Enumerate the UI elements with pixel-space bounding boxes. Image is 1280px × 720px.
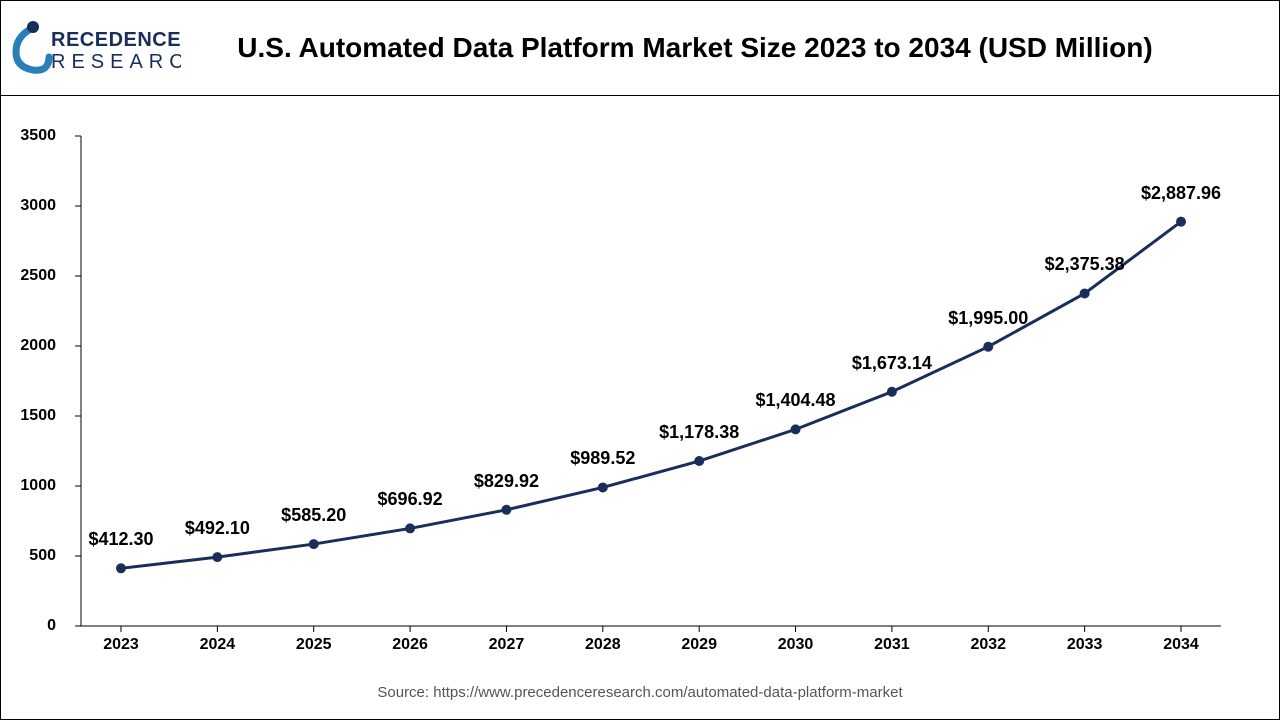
data-point-label: $829.92: [474, 471, 539, 492]
data-point-label: $1,673.14: [852, 353, 932, 374]
x-axis-tick: 2029: [681, 636, 717, 654]
x-axis-tick: 2034: [1163, 636, 1199, 654]
data-point-label: $492.10: [185, 518, 250, 539]
brand-logo: RECEDENCE RESEARCH: [11, 11, 181, 86]
data-point-label: $412.30: [88, 529, 153, 550]
precedence-logo-icon: RECEDENCE RESEARCH: [11, 12, 181, 84]
data-point-label: $1,404.48: [755, 390, 835, 411]
x-axis-tick: 2025: [296, 636, 332, 654]
chart-plot-area: 0500100015002000250030003500202320242025…: [61, 126, 1241, 666]
x-axis-tick: 2024: [200, 636, 236, 654]
x-axis-tick: 2030: [778, 636, 814, 654]
y-axis-tick: 1000: [11, 477, 56, 495]
svg-text:RECEDENCE: RECEDENCE: [51, 29, 181, 51]
data-point-label: $989.52: [570, 448, 635, 469]
y-axis-tick: 0: [11, 617, 56, 635]
data-point-label: $1,995.00: [948, 308, 1028, 329]
x-axis-tick: 2031: [874, 636, 910, 654]
x-axis-tick: 2023: [103, 636, 139, 654]
header-bar: RECEDENCE RESEARCH U.S. Automated Data P…: [1, 1, 1279, 96]
line-chart-svg: [61, 126, 1241, 666]
y-axis-tick: 3500: [11, 127, 56, 145]
y-axis-tick: 3000: [11, 197, 56, 215]
source-citation: Source: https://www.precedenceresearch.c…: [1, 684, 1279, 701]
y-axis-tick: 500: [11, 547, 56, 565]
chart-title: U.S. Automated Data Platform Market Size…: [181, 32, 1269, 64]
x-axis-tick: 2033: [1067, 636, 1103, 654]
data-point-label: $1,178.38: [659, 422, 739, 443]
x-axis-tick: 2032: [970, 636, 1006, 654]
x-axis-tick: 2027: [489, 636, 525, 654]
x-axis-tick: 2028: [585, 636, 621, 654]
x-axis-tick: 2026: [392, 636, 428, 654]
data-point-label: $2,375.38: [1045, 254, 1125, 275]
chart-container: 0 500 1000 1500 2000 2500 3000 3500 2023 2024 2025…: [1, 96, 1279, 676]
svg-text:RESEARCH: RESEARCH: [51, 51, 181, 73]
data-point-label: $585.20: [281, 505, 346, 526]
y-axis-tick: 1500: [11, 407, 56, 425]
y-axis-tick: 2000: [11, 337, 56, 355]
y-axis-tick: 2500: [11, 267, 56, 285]
data-point-label: $2,887.96: [1141, 183, 1221, 204]
data-point-label: $696.92: [378, 489, 443, 510]
